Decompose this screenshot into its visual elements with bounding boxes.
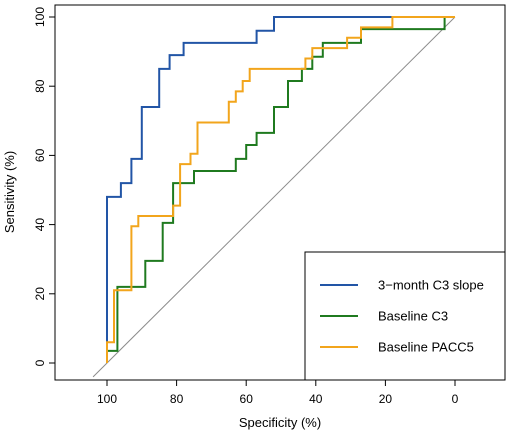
series-layer bbox=[106, 16, 455, 363]
x-axis-title: Specificity (%) bbox=[239, 415, 321, 430]
x-tick-label: 100 bbox=[97, 392, 117, 406]
plot-frame bbox=[54, 4, 506, 381]
y-tick-label: 60 bbox=[33, 148, 47, 162]
y-tick-label: 80 bbox=[33, 79, 47, 93]
y-axis-title: Sensitivity (%) bbox=[2, 151, 17, 233]
series-line-3 bbox=[106, 16, 455, 363]
y-tick-label: 40 bbox=[33, 218, 47, 232]
legend-label: Baseline C3 bbox=[378, 309, 448, 324]
x-tick-label: 0 bbox=[452, 392, 459, 406]
x-axis: 100 80 60 40 20 0 bbox=[97, 380, 459, 406]
legend-label: Baseline PACC5 bbox=[378, 340, 474, 355]
x-tick-label: 40 bbox=[309, 392, 323, 406]
x-tick-label: 80 bbox=[170, 392, 184, 406]
y-tick-label: 20 bbox=[33, 287, 47, 301]
legend: 3−month C3 slope Baseline C3 Baseline PACC… bbox=[304, 251, 506, 381]
y-axis: 0 20 40 60 80 100 bbox=[33, 7, 55, 366]
legend-label: 3−month C3 slope bbox=[378, 278, 484, 293]
reference-diagonal bbox=[92, 16, 456, 378]
y-tick-label: 100 bbox=[33, 7, 47, 27]
x-tick-label: 20 bbox=[379, 392, 393, 406]
reference-layer bbox=[92, 16, 456, 378]
series-line-1 bbox=[106, 16, 455, 363]
y-tick-label: 0 bbox=[33, 359, 47, 366]
x-tick-label: 60 bbox=[240, 392, 254, 406]
